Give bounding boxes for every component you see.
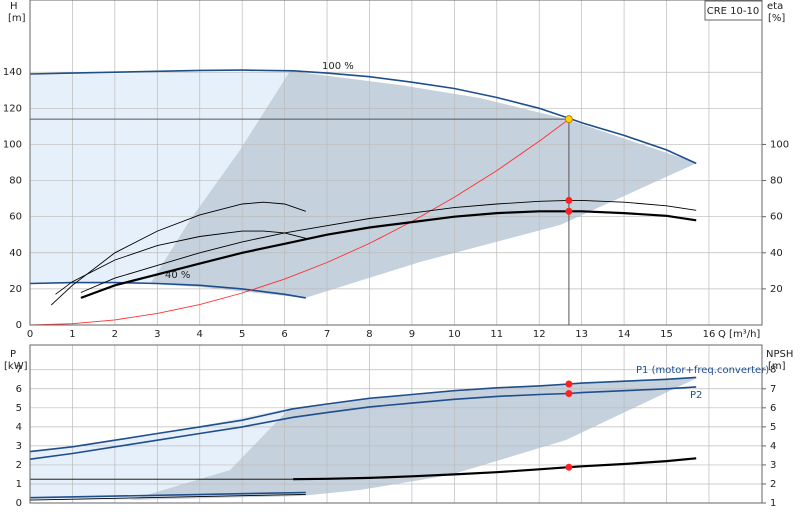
curve bbox=[80, 199, 697, 293]
y-tick-label: 120 bbox=[3, 103, 22, 114]
y-label: H bbox=[10, 1, 18, 12]
curve bbox=[29, 69, 697, 165]
curve bbox=[29, 491, 306, 499]
x-tick-label: 10 bbox=[448, 329, 461, 340]
x-tick-label: 16 bbox=[703, 329, 716, 340]
y2-label: eta bbox=[767, 1, 783, 12]
y-tick-label: 60 bbox=[9, 212, 22, 223]
x-tick-label: 11 bbox=[490, 329, 503, 340]
y-unit: [kW] bbox=[4, 361, 28, 372]
y-tick-label: 7 bbox=[16, 365, 22, 376]
y-tick-label: 80 bbox=[9, 176, 22, 187]
x-tick-label: 14 bbox=[618, 329, 631, 340]
x-tick-label: 4 bbox=[197, 329, 203, 340]
duty-point bbox=[565, 390, 573, 398]
x-tick-label: 13 bbox=[575, 329, 588, 340]
y2-unit: [m] bbox=[768, 361, 786, 372]
curve bbox=[55, 230, 306, 295]
y-tick-label: 0 bbox=[16, 498, 22, 509]
range-grey bbox=[130, 378, 697, 500]
y2-tick-label: 8 bbox=[770, 365, 776, 376]
y2-tick-label: 5 bbox=[770, 422, 776, 433]
x-tick-label: 8 bbox=[366, 329, 372, 340]
x-tick-label: 3 bbox=[154, 329, 160, 340]
y-tick-label: 5 bbox=[16, 403, 22, 414]
x-tick-label: 2 bbox=[112, 329, 118, 340]
x-tick-label: 9 bbox=[409, 329, 415, 340]
y-unit: [m] bbox=[8, 13, 26, 24]
x-tick-label: 1 bbox=[69, 329, 75, 340]
y2-label: NPSH bbox=[766, 349, 793, 360]
y-tick-label: 6 bbox=[16, 384, 22, 395]
x-tick-label: 0 bbox=[27, 329, 33, 340]
duty-point bbox=[565, 207, 573, 215]
y2-unit: [%] bbox=[768, 13, 785, 24]
y2-tick-label: 1 bbox=[770, 498, 776, 509]
y2-tick-label: 80 bbox=[770, 176, 783, 187]
duty-point bbox=[565, 380, 573, 388]
curve bbox=[29, 376, 697, 453]
plot-frame bbox=[29, 344, 763, 504]
y2-tick-label: 20 bbox=[770, 284, 783, 295]
curve-label: 100 % bbox=[322, 61, 354, 72]
model-box bbox=[704, 0, 763, 21]
curve bbox=[29, 493, 306, 501]
y2-tick-label: 7 bbox=[770, 384, 776, 395]
y2-tick-label: 4 bbox=[770, 441, 776, 452]
range-grey bbox=[150, 71, 697, 298]
x-tick-label: 6 bbox=[281, 329, 287, 340]
duty-point bbox=[565, 463, 573, 471]
curve-label: P2 bbox=[690, 390, 702, 401]
y-tick-label: 2 bbox=[16, 460, 22, 471]
y-tick-label: 0 bbox=[16, 320, 22, 331]
y-tick-label: 40 bbox=[9, 248, 22, 259]
curve bbox=[293, 457, 697, 481]
y-tick-label: 3 bbox=[16, 441, 22, 452]
curve-label: 40 % bbox=[165, 270, 190, 281]
range-light bbox=[30, 71, 290, 284]
y2-tick-label: 60 bbox=[770, 212, 783, 223]
curve-label: P1 (motor+freq.converter) bbox=[636, 365, 769, 376]
y-tick-label: 140 bbox=[3, 67, 22, 78]
duty-point bbox=[564, 115, 573, 124]
y-tick-label: 1 bbox=[16, 479, 22, 490]
y2-tick-label: 3 bbox=[770, 460, 776, 471]
curve bbox=[29, 386, 697, 460]
y-tick-label: 20 bbox=[9, 284, 22, 295]
duty-point bbox=[565, 196, 573, 204]
x-tick-label: 12 bbox=[533, 329, 546, 340]
y-label: P bbox=[10, 349, 16, 360]
curve bbox=[80, 210, 697, 299]
curve bbox=[29, 118, 570, 326]
y-tick-label: 100 bbox=[3, 139, 22, 150]
y2-tick-label: 40 bbox=[770, 248, 783, 259]
y2-tick-label: 2 bbox=[770, 479, 776, 490]
plot-frame bbox=[29, 0, 763, 326]
y-tick-label: 4 bbox=[16, 422, 22, 433]
layer: 0 1 2 3 4 5 6 7 8 9 10 11 12 13 14 15 160204060801001201… bbox=[3, 0, 789, 509]
y2-tick-label: 6 bbox=[770, 403, 776, 414]
x-tick-label: 15 bbox=[660, 329, 673, 340]
y2-tick-label: 100 bbox=[770, 139, 789, 150]
x-label: Q [m³/h] bbox=[718, 329, 760, 340]
range-light bbox=[30, 408, 290, 500]
curve bbox=[29, 281, 306, 299]
model: CRE 10-10 bbox=[707, 6, 760, 17]
x-tick-label: 7 bbox=[324, 329, 330, 340]
x-tick-label: 5 bbox=[239, 329, 245, 340]
